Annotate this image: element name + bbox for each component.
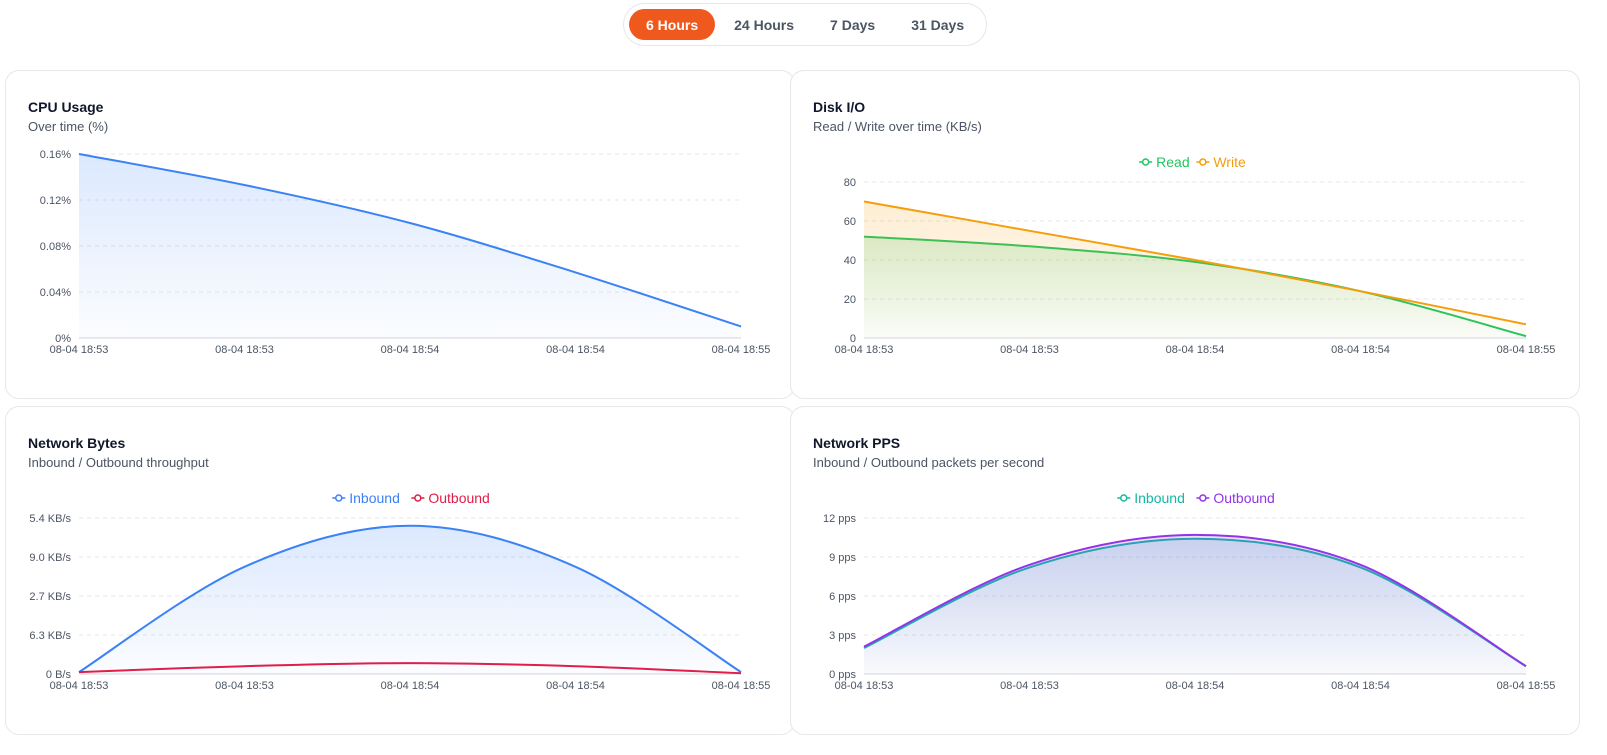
y-tick-label: 9 pps bbox=[829, 552, 856, 564]
series-line bbox=[78, 662, 742, 675]
x-tick-label: 08-04 18:55 bbox=[1497, 680, 1556, 692]
legend-label: Outbound bbox=[1213, 490, 1275, 506]
cpu-usage-chart: 0.16%0.12%0.08%0.04%0%08-04 18:53 08-04 1… bbox=[40, 149, 771, 356]
x-tick-label: 08-04 18:55 bbox=[1497, 344, 1556, 356]
series-line bbox=[863, 200, 1527, 326]
y-tick-label: 6.3 KB/s bbox=[29, 630, 71, 642]
legend-label: Write bbox=[1213, 154, 1246, 170]
range-button-7d[interactable]: 7 Days bbox=[830, 16, 876, 33]
legend-item[interactable]: Outbound bbox=[1196, 490, 1275, 506]
range-button-6h[interactable]: 6 Hours bbox=[629, 9, 716, 40]
y-tick-label: 6 pps bbox=[829, 591, 856, 603]
card-subtitle: Inbound / Outbound packets per second bbox=[813, 455, 1045, 470]
disk-io-card: Disk I/O Read / Write over time (KB/s) 8… bbox=[790, 70, 1580, 399]
y-tick-label: 0.04% bbox=[40, 287, 71, 299]
x-tick-label: 08-04 18:53 bbox=[835, 680, 894, 692]
x-tick-label: 08-04 18:54 bbox=[546, 680, 605, 692]
y-tick-label: 0.08% bbox=[40, 241, 71, 253]
x-tick-label: 08-04 18:54 bbox=[1166, 680, 1225, 692]
x-tick-label: 08-04 18:54 bbox=[381, 344, 440, 356]
y-tick-label: 0.16% bbox=[40, 149, 71, 161]
legend-item[interactable]: Inbound bbox=[332, 490, 400, 506]
card-title: Network PPS bbox=[813, 435, 901, 451]
y-tick-label: 20 bbox=[844, 294, 856, 306]
x-tick-label: 08-04 18:53 bbox=[50, 680, 109, 692]
x-tick-label: 08-04 18:53 bbox=[1000, 344, 1059, 356]
y-tick-label: 0% bbox=[55, 333, 71, 345]
series-area bbox=[864, 201, 1526, 338]
y-tick-label: 2.7 KB/s bbox=[29, 591, 71, 603]
y-tick-label: 0 B/s bbox=[46, 669, 72, 681]
time-range-switch: 6 Hours 24 Hours 7 Days 31 Days bbox=[623, 3, 987, 46]
y-tick-label: 0 pps bbox=[829, 669, 856, 681]
x-tick-label: 08-04 18:54 bbox=[1331, 680, 1390, 692]
x-tick-label: 08-04 18:54 bbox=[381, 680, 440, 692]
legend-item[interactable]: Read bbox=[1139, 154, 1190, 170]
x-tick-label: 08-04 18:53 bbox=[215, 680, 274, 692]
legend-label: Inbound bbox=[1134, 490, 1185, 506]
x-tick-label: 08-04 18:54 bbox=[1331, 344, 1390, 356]
card-title: CPU Usage bbox=[28, 99, 104, 115]
x-tick-label: 08-04 18:54 bbox=[546, 344, 605, 356]
series-line bbox=[78, 524, 742, 673]
card-subtitle: Over time (%) bbox=[28, 119, 109, 134]
series-area bbox=[864, 534, 1526, 674]
x-tick-label: 08-04 18:53 bbox=[215, 344, 274, 356]
legend-item[interactable]: Inbound bbox=[1117, 490, 1185, 506]
y-tick-label: 3 pps bbox=[829, 630, 856, 642]
x-tick-label: 08-04 18:55 bbox=[712, 344, 771, 356]
card-subtitle: Read / Write over time (KB/s) bbox=[813, 119, 982, 134]
legend-label: Outbound bbox=[428, 490, 490, 506]
legend-label: Read bbox=[1156, 154, 1189, 170]
y-tick-label: 9.0 KB/s bbox=[29, 552, 71, 564]
series-line bbox=[78, 153, 742, 328]
y-tick-label: 5.4 KB/s bbox=[29, 513, 71, 525]
card-title: Network Bytes bbox=[28, 435, 126, 451]
y-tick-label: 80 bbox=[844, 177, 856, 189]
network-pps-card: Network PPS Inbound / Outbound packets p… bbox=[790, 406, 1580, 735]
network-bytes-chart: 5.4 KB/s9.0 KB/s2.7 KB/s6.3 KB/s0 B/s08-… bbox=[29, 490, 771, 692]
legend-label: Inbound bbox=[349, 490, 400, 506]
x-tick-label: 08-04 18:53 bbox=[1000, 680, 1059, 692]
card-subtitle: Inbound / Outbound throughput bbox=[28, 455, 209, 470]
x-tick-label: 08-04 18:53 bbox=[50, 344, 109, 356]
cpu-usage-card: CPU Usage Over time (%) 0.16% 0.12% 0.08% 0… bbox=[5, 70, 795, 399]
series-area bbox=[79, 154, 741, 338]
legend-item[interactable]: Write bbox=[1196, 154, 1246, 170]
range-button-31d[interactable]: 31 Days bbox=[911, 16, 965, 33]
card-title: Disk I/O bbox=[813, 99, 866, 115]
y-tick-label: 12 pps bbox=[823, 513, 857, 525]
y-tick-label: 60 bbox=[844, 216, 856, 228]
x-tick-label: 08-04 18:53 bbox=[835, 344, 894, 356]
network-bytes-card: Network Bytes Inbound / Outbound through… bbox=[5, 406, 795, 735]
y-tick-label: 40 bbox=[844, 255, 856, 267]
series-line bbox=[863, 533, 1527, 668]
x-tick-label: 08-04 18:55 bbox=[712, 680, 771, 692]
y-tick-label: 0 bbox=[850, 333, 856, 345]
range-button-24h[interactable]: 24 Hours bbox=[734, 16, 795, 33]
x-tick-label: 08-04 18:54 bbox=[1166, 344, 1225, 356]
series-area bbox=[79, 525, 741, 674]
legend-item[interactable]: Outbound bbox=[411, 490, 490, 506]
y-tick-label: 0.12% bbox=[40, 195, 71, 207]
